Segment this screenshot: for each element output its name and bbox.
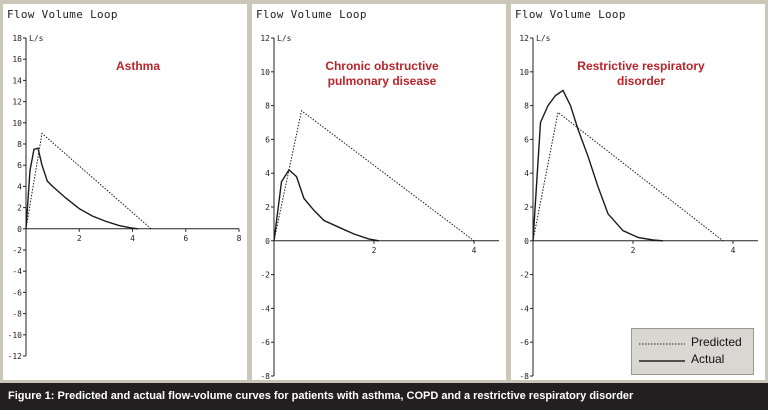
y-tick-label: 4	[17, 182, 22, 191]
flow-volume-chart-asthma: -12 -10 -8 -6 -4 -2 0 2 4 6 8 10 12 14 16 18 L/s 2 4 6 8	[8, 34, 242, 361]
y-tick-label: -6	[12, 288, 22, 297]
y-tick-label: -8	[260, 372, 270, 380]
predicted-series-line	[25, 132, 152, 230]
chart-title: Chronic obstructive pulmonary disease	[325, 59, 439, 88]
y-tick-label: 12	[519, 34, 529, 43]
x-tick-label: 8	[237, 234, 242, 243]
y-tick-label: 8	[524, 102, 529, 111]
x-tick-label: 6	[183, 234, 188, 243]
y-tick-label: -8	[519, 372, 529, 380]
window-title: Flow Volume Loop	[256, 8, 367, 21]
x-tick-label: 4	[731, 246, 736, 255]
y-tick-label: -4	[12, 267, 22, 276]
y-tick-label: -10	[8, 331, 23, 340]
solid-line-swatch	[639, 360, 685, 362]
y-tick-label: 14	[12, 76, 22, 85]
y-tick-label: 10	[12, 119, 22, 128]
y-axis-label: L/s	[29, 34, 44, 43]
chart-title: Restrictive respiratory disorder	[577, 59, 705, 88]
y-tick-label: 4	[524, 169, 529, 178]
y-tick-label: 18	[12, 34, 22, 43]
y-tick-label: 0	[265, 237, 270, 246]
x-tick-label: 2	[631, 246, 636, 255]
x-tick-label: 2	[77, 234, 82, 243]
legend-label-predicted: Predicted	[691, 335, 742, 349]
y-tick-label: -6	[519, 338, 529, 347]
y-tick-label: 0	[17, 225, 22, 234]
y-tick-label: 6	[524, 135, 529, 144]
y-tick-label: -2	[12, 246, 22, 255]
y-tick-label: 10	[260, 68, 270, 77]
window-title: Flow Volume Loop	[515, 8, 626, 21]
y-tick-label: 8	[17, 140, 22, 149]
y-tick-label: -4	[260, 304, 270, 313]
y-tick-label: 2	[17, 204, 22, 213]
y-tick-label: 0	[524, 237, 529, 246]
y-axis-label: L/s	[536, 34, 551, 43]
y-tick-label: 10	[519, 68, 529, 77]
x-tick-label: 4	[130, 234, 135, 243]
actual-series-line	[25, 147, 138, 230]
y-tick-label: -4	[519, 304, 529, 313]
y-tick-label: -2	[519, 271, 529, 280]
dotted-line-swatch	[639, 343, 685, 345]
y-tick-label: 12	[260, 34, 270, 43]
y-tick-label: -6	[260, 338, 270, 347]
window-title: Flow Volume Loop	[7, 8, 118, 21]
predicted-series-line	[532, 111, 724, 242]
chart-legend: Predicted Actual	[631, 328, 754, 375]
chart-title: Asthma	[115, 59, 160, 73]
y-tick-label: 8	[265, 102, 270, 111]
legend-label-actual: Actual	[691, 352, 725, 366]
y-tick-label: 6	[265, 135, 270, 144]
actual-series-line	[532, 89, 664, 242]
chart-panel-asthma: Flow Volume Loop Asthma -12 -10 -8 -6 -4 -2 0 2…	[3, 4, 247, 380]
legend-item-predicted: Predicted	[639, 335, 749, 351]
legend-item-actual: Actual	[639, 352, 749, 368]
flow-volume-chart-copd: -8 -6 -4 -2 0 2 4 6 8 10 12 L/s 2 4	[260, 34, 499, 380]
y-tick-label: -2	[260, 271, 270, 280]
flow-volume-chart-restrictive: -8 -6 -4 -2 0 2 4 6 8 10 12 L/s 2 4	[519, 34, 758, 380]
y-tick-label: 2	[265, 203, 270, 212]
figure-caption: Figure 1: Predicted and actual flow-volu…	[0, 383, 768, 410]
predicted-series-line	[273, 109, 475, 242]
y-tick-label: 4	[265, 169, 270, 178]
y-tick-label: 16	[12, 55, 22, 64]
y-tick-label: 12	[12, 98, 22, 107]
x-tick-label: 2	[372, 246, 377, 255]
y-tick-label: 2	[524, 203, 529, 212]
y-tick-label: -8	[12, 310, 22, 319]
y-tick-label: -12	[8, 352, 23, 361]
y-axis-label: L/s	[277, 34, 292, 43]
x-tick-label: 4	[472, 246, 477, 255]
actual-series-line	[273, 168, 380, 242]
chart-panel-restrictive: Flow Volume Loop Restrictive respiratory…	[511, 4, 765, 380]
y-tick-label: 6	[17, 161, 22, 170]
chart-panel-copd: Flow Volume Loop Chronic obstructive pul…	[252, 4, 506, 380]
